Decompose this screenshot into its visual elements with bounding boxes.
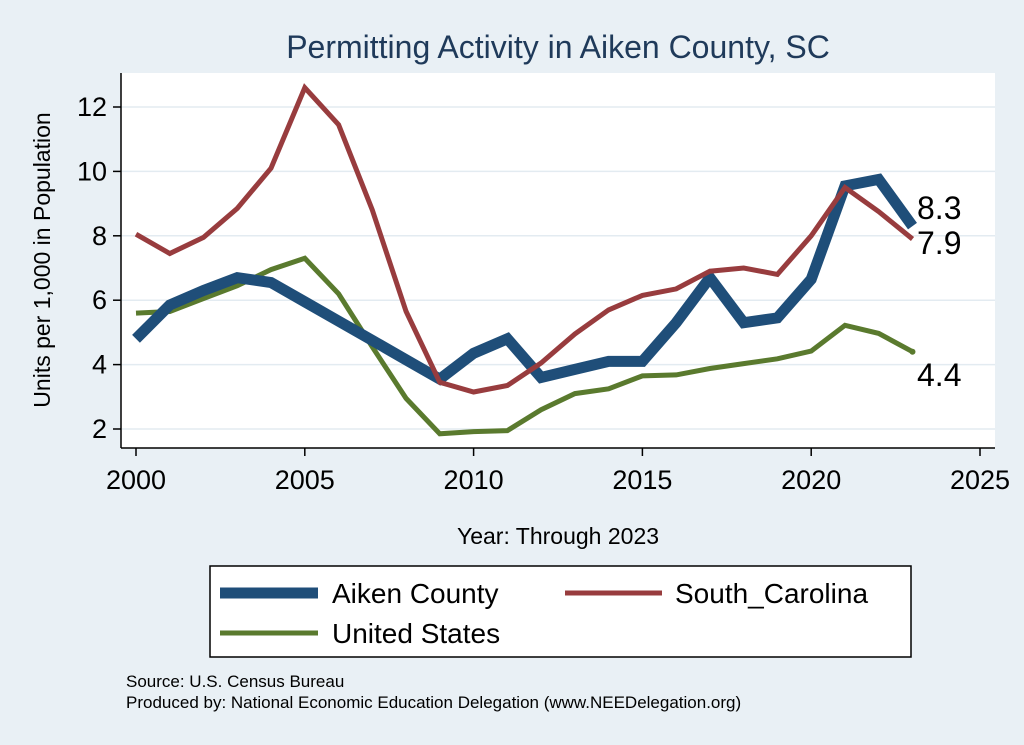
x-ticks: 2000 2005 2010 2015 2020 2025 — [106, 448, 1010, 495]
y-ticks: 2 4 6 8 10 12 — [77, 92, 121, 444]
y-tick-label: 8 — [92, 221, 107, 251]
plot-area — [121, 73, 995, 448]
source-note: Source: U.S. Census Bureau — [126, 672, 344, 691]
x-tick-label: 2000 — [106, 465, 166, 495]
y-tick-label: 6 — [92, 285, 107, 315]
series-lines — [132, 83, 917, 437]
end-label-aiken-county: 8.3 — [917, 190, 961, 226]
series-line-south-carolina — [134, 83, 915, 395]
series-line-aiken-county — [132, 173, 917, 386]
x-tick-label: 2025 — [950, 465, 1010, 495]
x-tick-label: 2015 — [612, 465, 672, 495]
x-tick-label: 2020 — [781, 465, 841, 495]
legend-label-sc: South_Carolina — [675, 578, 868, 609]
x-axis-title: Year: Through 2023 — [457, 523, 659, 549]
end-label-united-states: 4.4 — [917, 357, 961, 393]
series-line-united-states — [135, 255, 914, 437]
x-tick-label: 2005 — [275, 465, 335, 495]
legend-label-us: United States — [332, 618, 500, 649]
y-tick-label: 10 — [77, 156, 107, 186]
produced-by-note: Produced by: National Economic Education… — [126, 693, 741, 712]
legend-box — [209, 565, 912, 658]
chart-title: Permitting Activity in Aiken County, SC — [286, 29, 830, 65]
y-axis-title: Units per 1,000 in Population — [29, 112, 55, 407]
x-tick-label: 2010 — [444, 465, 504, 495]
y-tick-label: 2 — [92, 414, 107, 444]
end-labels: 8.37.9 4.4 — [917, 190, 961, 393]
y-tick-label: 12 — [77, 92, 107, 122]
us-end-marker — [909, 348, 916, 355]
end-label-south-carolina: 7.9 — [917, 225, 961, 261]
y-tick-label: 4 — [92, 350, 107, 380]
legend: Aiken County South_Carolina United State… — [209, 565, 912, 658]
legend-label-aiken: Aiken County — [332, 578, 499, 609]
